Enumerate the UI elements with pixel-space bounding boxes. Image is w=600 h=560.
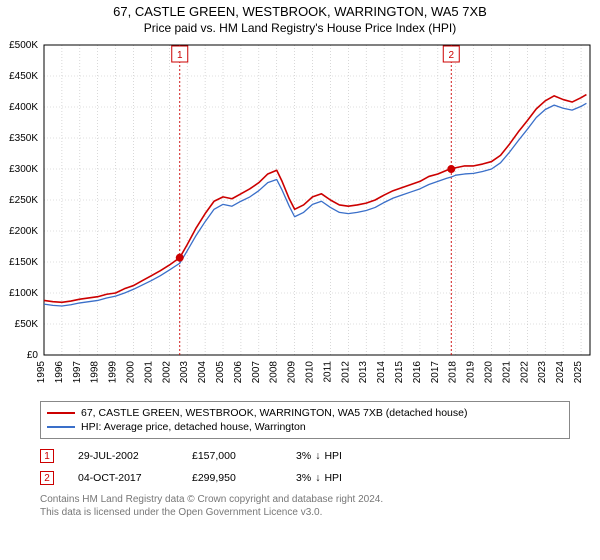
chart-title-address: 67, CASTLE GREEN, WESTBROOK, WARRINGTON,… bbox=[0, 4, 600, 19]
svg-text:2016: 2016 bbox=[412, 361, 423, 384]
svg-text:£400K: £400K bbox=[9, 102, 38, 113]
sale-pct: 3% ↓ HPI bbox=[296, 472, 366, 484]
svg-text:2022: 2022 bbox=[519, 361, 530, 384]
legend-label-property: 67, CASTLE GREEN, WESTBROOK, WARRINGTON,… bbox=[81, 406, 467, 420]
sale-marker-box: 2 bbox=[40, 471, 54, 485]
svg-text:2000: 2000 bbox=[126, 361, 137, 384]
svg-text:1995: 1995 bbox=[36, 361, 47, 384]
svg-text:£200K: £200K bbox=[9, 226, 38, 237]
svg-text:£300K: £300K bbox=[9, 164, 38, 175]
svg-text:2018: 2018 bbox=[448, 361, 459, 384]
svg-text:2: 2 bbox=[448, 50, 454, 61]
svg-text:2013: 2013 bbox=[358, 361, 369, 384]
table-row: 1 29-JUL-2002 £157,000 3% ↓ HPI bbox=[40, 445, 570, 467]
attribution-line: This data is licensed under the Open Gov… bbox=[40, 506, 570, 519]
arrow-down-icon: ↓ bbox=[315, 472, 320, 484]
svg-text:£350K: £350K bbox=[9, 133, 38, 144]
legend-swatch-hpi bbox=[47, 426, 75, 428]
svg-text:1: 1 bbox=[177, 50, 183, 61]
svg-text:1998: 1998 bbox=[90, 361, 101, 384]
chart-plot: £0 £50K £100K £150K £200K £250K £300K £350K £400… bbox=[0, 35, 600, 395]
svg-text:2011: 2011 bbox=[322, 361, 333, 383]
svg-text:1996: 1996 bbox=[54, 361, 65, 384]
attribution: Contains HM Land Registry data © Crown c… bbox=[40, 493, 570, 519]
legend-row-property: 67, CASTLE GREEN, WESTBROOK, WARRINGTON,… bbox=[47, 406, 563, 420]
sale-pct: 3% ↓ HPI bbox=[296, 450, 366, 462]
svg-text:2025: 2025 bbox=[573, 361, 584, 384]
svg-text:£500K: £500K bbox=[9, 40, 38, 51]
chart-titles: 67, CASTLE GREEN, WESTBROOK, WARRINGTON,… bbox=[0, 0, 600, 35]
svg-text:2021: 2021 bbox=[501, 361, 512, 384]
sale-price: £299,950 bbox=[192, 472, 272, 484]
svg-text:1999: 1999 bbox=[108, 361, 119, 384]
chart-title-subtitle: Price paid vs. HM Land Registry's House … bbox=[0, 21, 600, 35]
svg-text:£250K: £250K bbox=[9, 195, 38, 206]
sale-price: £157,000 bbox=[192, 450, 272, 462]
chart-svg: £0 £50K £100K £150K £200K £250K £300K £350K £400… bbox=[0, 35, 600, 395]
svg-text:2001: 2001 bbox=[143, 361, 154, 384]
svg-text:2015: 2015 bbox=[394, 361, 405, 384]
sale-marker-box: 1 bbox=[40, 449, 54, 463]
svg-text:2010: 2010 bbox=[305, 361, 316, 384]
svg-text:2009: 2009 bbox=[287, 361, 298, 384]
svg-text:2020: 2020 bbox=[484, 361, 495, 384]
legend-label-hpi: HPI: Average price, detached house, Warr… bbox=[81, 420, 306, 434]
svg-text:2008: 2008 bbox=[269, 361, 280, 384]
svg-text:£50K: £50K bbox=[15, 319, 39, 330]
svg-text:2006: 2006 bbox=[233, 361, 244, 384]
svg-text:2002: 2002 bbox=[161, 361, 172, 384]
sale-date: 29-JUL-2002 bbox=[78, 450, 168, 462]
svg-text:2017: 2017 bbox=[430, 361, 441, 384]
svg-text:2023: 2023 bbox=[537, 361, 548, 384]
svg-text:2007: 2007 bbox=[251, 361, 262, 384]
svg-text:2004: 2004 bbox=[197, 361, 208, 384]
svg-text:2014: 2014 bbox=[376, 361, 387, 384]
svg-text:£450K: £450K bbox=[9, 71, 38, 82]
svg-text:2019: 2019 bbox=[466, 361, 477, 384]
attribution-line: Contains HM Land Registry data © Crown c… bbox=[40, 493, 570, 506]
legend-row-hpi: HPI: Average price, detached house, Warr… bbox=[47, 420, 563, 434]
svg-text:2012: 2012 bbox=[340, 361, 351, 384]
svg-text:2003: 2003 bbox=[179, 361, 190, 384]
arrow-down-icon: ↓ bbox=[315, 450, 320, 462]
legend-swatch-property bbox=[47, 412, 75, 414]
sales-table: 1 29-JUL-2002 £157,000 3% ↓ HPI 2 04-OCT… bbox=[40, 445, 570, 489]
sale-date: 04-OCT-2017 bbox=[78, 472, 168, 484]
table-row: 2 04-OCT-2017 £299,950 3% ↓ HPI bbox=[40, 467, 570, 489]
svg-text:1997: 1997 bbox=[72, 361, 83, 384]
svg-text:£150K: £150K bbox=[9, 257, 38, 268]
chart-legend: 67, CASTLE GREEN, WESTBROOK, WARRINGTON,… bbox=[40, 401, 570, 439]
svg-text:2024: 2024 bbox=[555, 361, 566, 384]
svg-text:£100K: £100K bbox=[9, 288, 38, 299]
svg-text:2005: 2005 bbox=[215, 361, 226, 384]
svg-text:£0: £0 bbox=[27, 350, 39, 361]
